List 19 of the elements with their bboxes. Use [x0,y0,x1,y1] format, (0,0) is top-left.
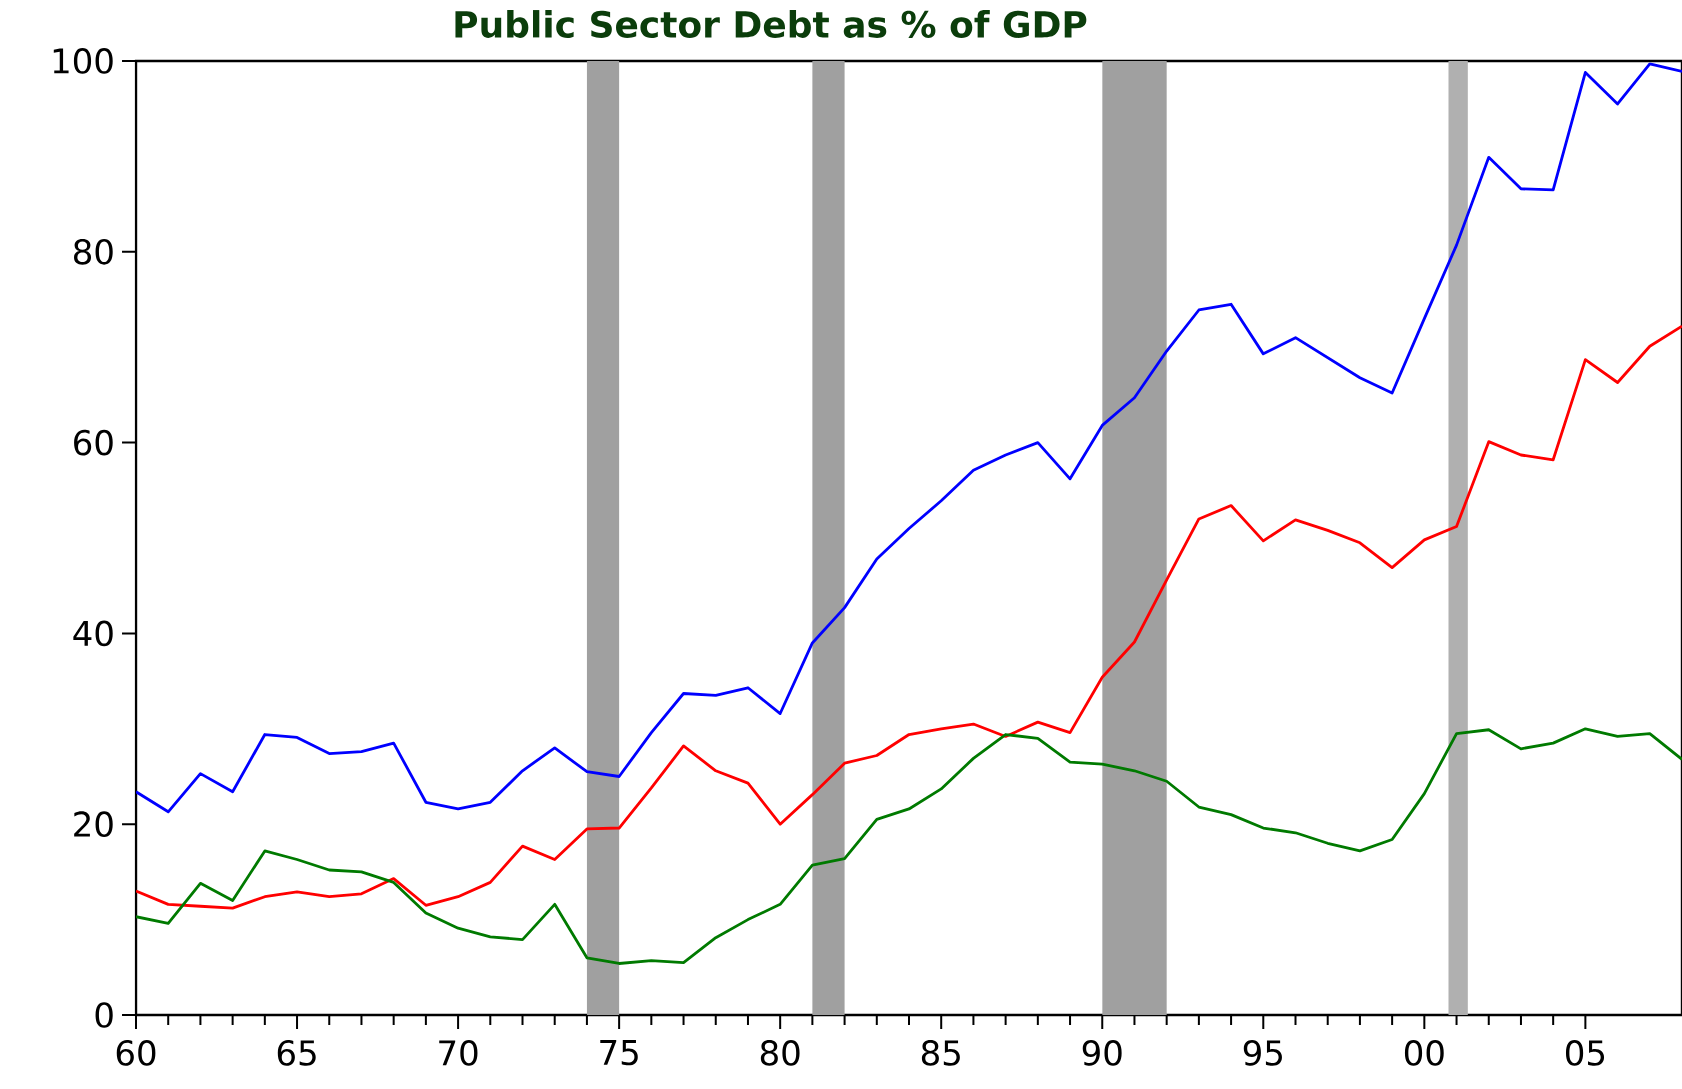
x-tick-label: 70 [439,1040,478,1066]
y-tick-label: 40 [73,620,113,647]
x-tick-label: 75 [600,1040,638,1066]
y-tick-label: 20 [74,811,113,838]
y-tick-label: 60 [74,429,113,456]
x-tick-label: 80 [760,1040,800,1066]
y-tick-label: 0 [95,1002,113,1028]
x-tick-label: 05 [1565,1040,1605,1066]
y-tick-label: 80 [74,238,113,265]
x-tick-label: 95 [1243,1040,1282,1066]
x-tick-label: 60 [116,1040,156,1066]
x-tick-label: 65 [277,1040,316,1066]
x-tick-label: 00 [1404,1040,1444,1066]
line-series [136,324,1682,910]
x-tick-label: 85 [921,1040,960,1066]
line-series [136,727,1682,965]
chart-title: Public Sector Debt as % of GDP [455,10,1087,38]
y-tick-label: 100 [53,48,113,74]
x-tick-label: 90 [1082,1040,1122,1066]
